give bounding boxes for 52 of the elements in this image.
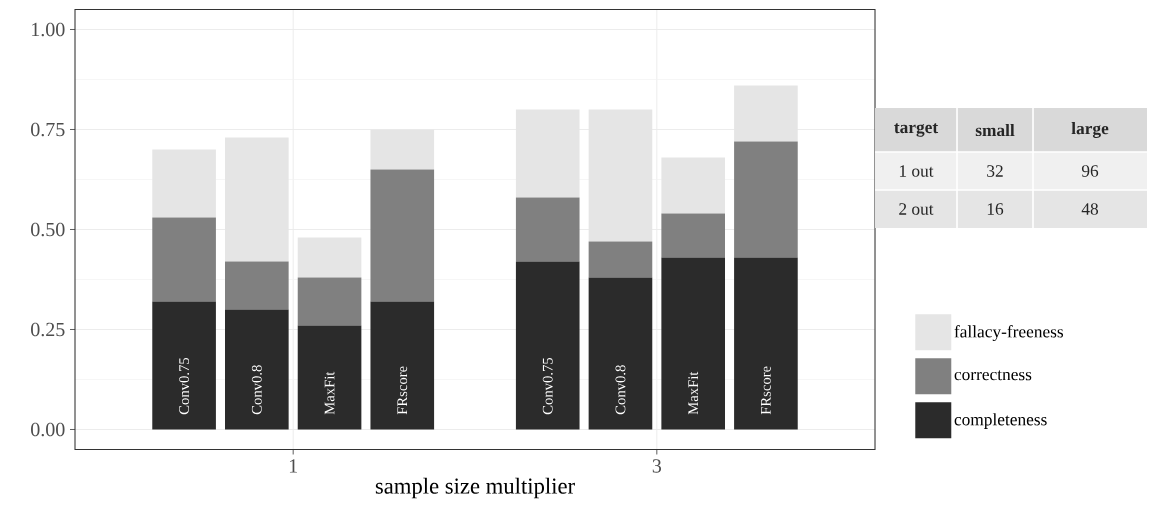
bar bbox=[661, 257, 725, 430]
bar bbox=[370, 169, 435, 302]
annotation: MaxFit bbox=[324, 371, 335, 415]
bar bbox=[225, 137, 289, 262]
text: 1 out bbox=[899, 165, 934, 177]
annotation: Conv0.8 bbox=[251, 365, 262, 415]
text: target bbox=[894, 123, 939, 137]
annotation: Conv0.8 bbox=[615, 365, 626, 415]
bar bbox=[588, 241, 653, 278]
bar bbox=[297, 325, 362, 430]
legend-label: correctness bbox=[954, 370, 1032, 381]
y-tick-label: 0.50 bbox=[31, 222, 65, 237]
legend-label: fallacy-freeness bbox=[954, 325, 1064, 342]
annotation: Conv0.75 bbox=[179, 357, 190, 415]
text: 32 bbox=[987, 165, 1003, 177]
bar bbox=[515, 109, 580, 198]
bar bbox=[297, 277, 362, 326]
bar bbox=[515, 261, 580, 430]
text: large bbox=[1071, 122, 1109, 138]
bar bbox=[152, 301, 216, 430]
bar bbox=[225, 261, 289, 310]
bar bbox=[515, 197, 580, 262]
bar bbox=[370, 301, 435, 430]
bar bbox=[734, 141, 798, 258]
legend-label: completeness bbox=[954, 413, 1047, 429]
y-tick-label: 0.00 bbox=[31, 422, 65, 437]
bar bbox=[152, 217, 216, 302]
annotation: FRscore bbox=[761, 366, 771, 415]
text: 16 bbox=[987, 203, 1004, 215]
annotation: FRscore bbox=[397, 366, 408, 415]
bar bbox=[588, 109, 653, 242]
bar bbox=[734, 257, 798, 430]
bar bbox=[734, 85, 798, 142]
bar bbox=[588, 277, 653, 430]
x-tick-label: 1 bbox=[289, 459, 297, 473]
text: 2 out bbox=[899, 203, 934, 215]
annotation: MaxFit bbox=[688, 371, 699, 415]
y-tick-label: 0.75 bbox=[31, 122, 65, 137]
bar bbox=[661, 157, 725, 214]
x-axis-title: sample size multiplier bbox=[375, 477, 575, 499]
annotation: Conv0.75 bbox=[542, 357, 553, 415]
text: small bbox=[975, 123, 1015, 137]
bar bbox=[152, 149, 216, 218]
x-tick-label: 3 bbox=[652, 459, 662, 473]
bar bbox=[225, 309, 289, 430]
text: 96 bbox=[1081, 165, 1099, 177]
bar bbox=[297, 237, 362, 278]
text: 48 bbox=[1081, 203, 1099, 215]
y-tick-label: 0.25 bbox=[31, 322, 65, 337]
bar bbox=[370, 129, 435, 170]
bar bbox=[661, 213, 725, 258]
y-tick-label: 1.00 bbox=[32, 22, 65, 37]
